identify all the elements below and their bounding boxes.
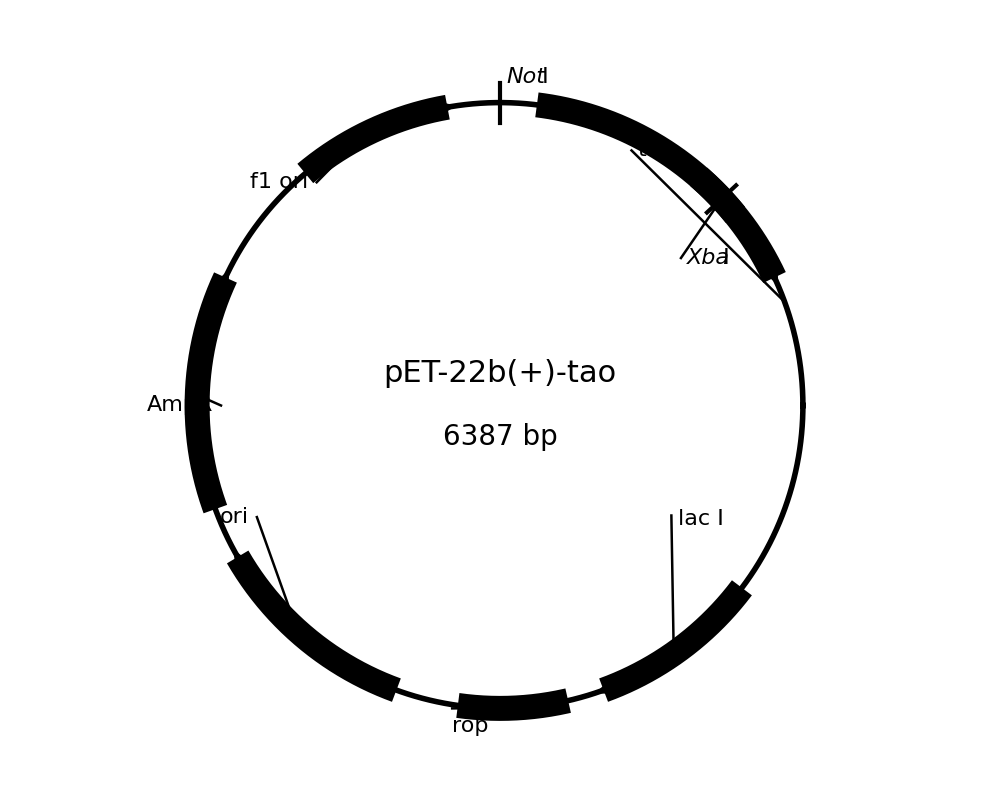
Polygon shape [597, 675, 623, 693]
Text: Xba: Xba [687, 248, 730, 268]
Polygon shape [758, 258, 778, 284]
Text: f1 ori: f1 ori [250, 172, 309, 192]
Text: AmpR: AmpR [147, 396, 213, 415]
Text: 6387 bp: 6387 bp [443, 423, 557, 452]
Text: ori: ori [220, 507, 249, 527]
Polygon shape [234, 551, 255, 577]
Text: lac I: lac I [678, 508, 724, 529]
Text: I: I [535, 67, 549, 87]
Text: Not: Not [506, 67, 545, 87]
Polygon shape [456, 698, 481, 718]
Text: rop: rop [452, 716, 489, 736]
Polygon shape [209, 271, 229, 297]
Polygon shape [429, 101, 454, 120]
Text: tao: tao [637, 140, 673, 161]
Text: I: I [716, 248, 730, 268]
Text: pET-22b(+)-tao: pET-22b(+)-tao [383, 359, 617, 388]
